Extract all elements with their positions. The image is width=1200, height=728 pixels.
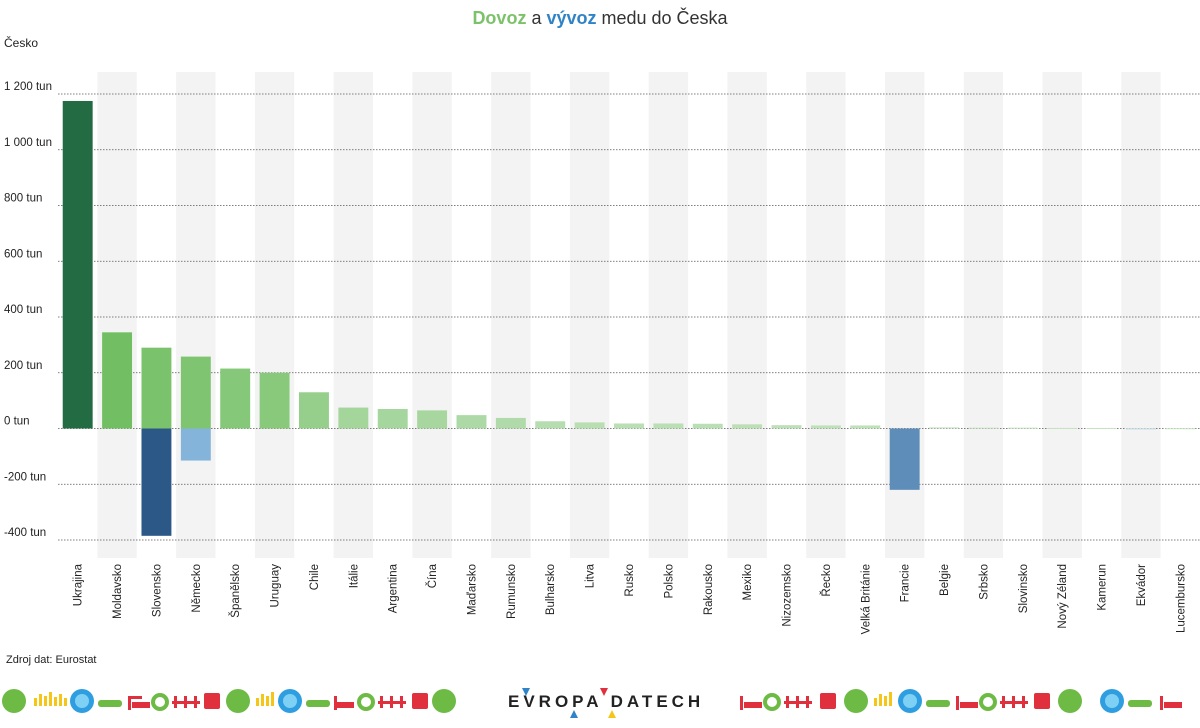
country-label: Česko [4, 36, 39, 50]
source-note: Zdroj dat: Eurostat [6, 654, 97, 666]
category-band [491, 72, 531, 558]
category-label: Velká Británie [860, 564, 872, 634]
brand-text-right: DATECH [610, 692, 705, 711]
y-tick-label: 600 tun [4, 248, 42, 260]
import-bar [614, 423, 644, 429]
chart-title: Dovoz a vývoz medu do Česka [0, 8, 1200, 29]
y-tick-label: 200 tun [4, 360, 42, 372]
import-bar [220, 368, 251, 429]
category-band [963, 72, 1004, 558]
category-band [176, 72, 216, 558]
title-rest: medu do Česka [596, 8, 728, 28]
import-bar [810, 425, 841, 429]
category-label: Lucembursko [1175, 564, 1187, 633]
import-bar [1047, 427, 1078, 429]
category-label: Slovinsko [1018, 564, 1030, 613]
import-bar [771, 425, 802, 429]
import-bar [1165, 428, 1196, 430]
import-bar [692, 423, 723, 429]
category-band [254, 72, 295, 558]
category-label: Rumunsko [506, 564, 518, 619]
category-label: Argentina [388, 563, 400, 613]
category-label: Rakousko [703, 564, 715, 615]
category-label: Polsko [663, 564, 675, 599]
title-export-word: vývoz [546, 8, 597, 28]
brand-logo: EVROPA DATECH [508, 692, 700, 712]
import-bar [338, 407, 369, 429]
import-bar [1086, 427, 1117, 429]
y-tick-label: 400 tun [4, 304, 42, 316]
bar-chart: 1 200 tun 1 000 tun 800 tun 600 tun 400 tun 2… [4, 72, 1200, 634]
footer-decoration-left [2, 689, 456, 713]
category-label: Chile [309, 564, 321, 590]
import-bar [495, 417, 526, 429]
category-label: Ukrajina [73, 563, 85, 606]
title-import-word: Dovoz [472, 8, 527, 28]
category-label: Moldavsko [112, 564, 124, 619]
y-tick-label: -400 tun [4, 527, 46, 539]
y-tick-label: 1 200 tun [4, 81, 52, 93]
import-bar [574, 422, 605, 429]
category-label: Belgie [939, 564, 951, 596]
category-label: Maďarsko [466, 564, 478, 615]
category-band [648, 72, 689, 558]
category-label: Nizozemsko [782, 564, 794, 627]
export-bar [1125, 428, 1156, 430]
category-label: Ekvádor [1136, 564, 1148, 606]
category-label: Litva [585, 563, 597, 588]
category-label: Francie [900, 564, 912, 602]
category-band [1121, 72, 1161, 558]
category-band [727, 72, 767, 558]
import-bar [968, 427, 999, 429]
category-band [1042, 72, 1082, 558]
y-tick-label: -200 tun [4, 471, 46, 483]
import-bar [417, 410, 448, 429]
category-band [569, 72, 610, 558]
y-tick-label: 1 000 tun [4, 137, 52, 149]
category-label: Bulharsko [545, 564, 557, 615]
export-bar [141, 428, 172, 536]
import-bar [102, 332, 133, 429]
footer-decoration-right [740, 689, 1182, 713]
category-label: Německo [191, 564, 203, 613]
brand-triangles [522, 688, 616, 718]
category-label: Čína [426, 563, 439, 588]
category-band [806, 72, 846, 558]
category-label: Srbsko [978, 564, 990, 600]
import-bar [653, 423, 684, 429]
import-bar [259, 372, 290, 429]
import-bar [141, 347, 172, 429]
category-label: Rusko [624, 564, 636, 597]
import-bar [299, 392, 329, 429]
import-bar [850, 425, 881, 429]
title-connector: a [526, 8, 547, 28]
category-label: Kamerun [1097, 564, 1109, 611]
category-label: Itálie [348, 564, 360, 588]
import-bar [732, 424, 763, 429]
y-tick-label: 0 tun [4, 416, 30, 428]
import-bar [456, 415, 487, 429]
category-label: Řecko [820, 564, 833, 597]
import-bar [377, 408, 408, 429]
export-bar [180, 428, 211, 461]
category-band [333, 72, 374, 558]
category-label: Uruguay [270, 564, 282, 608]
brand-text-left: EVROPA [508, 692, 602, 711]
category-label: Slovensko [151, 564, 163, 617]
import-bar [180, 356, 211, 429]
import-bar [929, 427, 959, 429]
import-bar [1007, 427, 1038, 429]
category-band [97, 72, 137, 558]
category-label: Nový Zéland [1057, 564, 1069, 629]
category-label: Španělsko [229, 564, 242, 618]
y-tick-label: 800 tun [4, 193, 42, 205]
category-label: Mexiko [742, 564, 754, 600]
import-bar [535, 421, 566, 429]
category-band [412, 72, 452, 558]
export-bar [889, 428, 920, 490]
import-bar [62, 100, 93, 429]
